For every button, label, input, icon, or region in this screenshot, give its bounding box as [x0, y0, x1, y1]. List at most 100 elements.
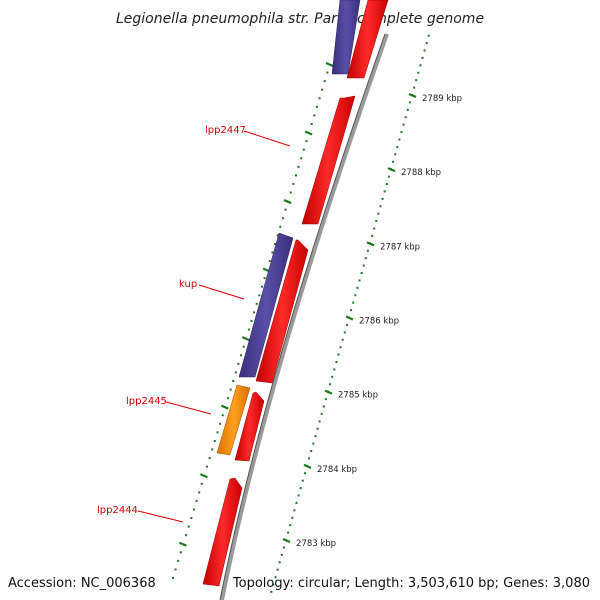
- inner-minor-tick: [174, 568, 177, 571]
- scale-minor-tick: [303, 472, 306, 475]
- scale-minor-tick: [400, 131, 403, 134]
- inner-major-tick: [199, 473, 208, 479]
- inner-minor-tick: [289, 191, 292, 194]
- inner-minor-tick: [221, 414, 224, 417]
- inner-major-tick: [220, 404, 229, 410]
- scale-minor-tick: [366, 249, 369, 252]
- scale-minor-tick: [371, 234, 374, 237]
- scale-minor-tick: [324, 398, 327, 401]
- inner-minor-tick: [242, 345, 245, 348]
- label-connectors: [137, 130, 291, 523]
- inner-minor-tick: [300, 157, 303, 160]
- inner-minor-tick: [229, 388, 232, 391]
- inner-major-tick: [241, 336, 250, 342]
- inner-minor-tick: [318, 97, 321, 100]
- scale-minor-tick: [387, 175, 390, 178]
- gene-lpp2444: [202, 477, 243, 587]
- scale-minor-tick: [373, 227, 376, 230]
- scale-minor-tick: [352, 301, 355, 304]
- inner-minor-tick: [302, 148, 305, 151]
- scale-minor-tick: [270, 590, 273, 593]
- inner-minor-tick: [240, 354, 243, 357]
- scale-minor-tick: [341, 338, 344, 341]
- scale-minor-tick: [291, 516, 294, 519]
- inner-minor-tick: [276, 234, 279, 237]
- scale-label: 2789 kbp: [422, 94, 462, 104]
- scale-label: 2786 kbp: [359, 317, 399, 327]
- scale-minor-tick: [411, 94, 413, 96]
- gene-kup: [238, 232, 294, 378]
- gene-forward-2: [255, 239, 309, 384]
- scale-minor-tick: [282, 546, 285, 549]
- scale-minor-tick: [345, 323, 348, 326]
- scale-minor-tick: [322, 405, 325, 408]
- scale-minor-tick: [289, 524, 292, 527]
- scale-minor-tick: [316, 427, 319, 430]
- scale-minor-tick: [375, 220, 378, 223]
- inner-minor-tick: [208, 457, 211, 460]
- inner-minor-tick: [281, 217, 284, 220]
- scale-minor-tick: [297, 494, 300, 497]
- scale-minor-tick: [327, 390, 329, 393]
- scale-minor-tick: [408, 101, 411, 104]
- inner-minor-tick: [179, 551, 182, 554]
- scale-minor-tick: [394, 153, 397, 156]
- inner-minor-tick: [200, 482, 203, 485]
- scale-minor-tick: [350, 309, 353, 312]
- scale-minor-tick: [333, 368, 336, 371]
- inner-minor-tick: [226, 397, 229, 400]
- scale-minor-tick: [421, 56, 424, 59]
- inner-minor-tick: [255, 302, 258, 305]
- scale-minor-tick: [276, 568, 279, 571]
- scale-minor-tick: [369, 242, 371, 245]
- inner-minor-tick: [172, 577, 174, 579]
- scale-minor-tick: [314, 435, 317, 438]
- scale-minor-tick: [423, 49, 426, 52]
- scale-minor-tick: [293, 509, 296, 512]
- inner-minor-tick: [198, 491, 201, 494]
- scale-minor-tick: [356, 286, 359, 289]
- inner-minor-tick: [247, 328, 250, 331]
- scale-minor-tick: [337, 353, 340, 356]
- inner-minor-tick: [253, 311, 256, 314]
- inner-minor-tick: [326, 71, 329, 74]
- inner-minor-tick: [315, 105, 318, 108]
- accession-text: Accession: NC_006368: [8, 576, 156, 591]
- inner-major-tick: [283, 199, 292, 205]
- inner-minor-tick: [232, 379, 235, 382]
- scale-minor-tick: [404, 116, 407, 119]
- scale-minor-tick: [287, 531, 290, 534]
- inner-minor-tick: [258, 294, 261, 297]
- inner-minor-tick: [192, 508, 195, 511]
- scale-minor-tick: [364, 257, 367, 260]
- inner-minor-tick: [323, 80, 326, 83]
- scale-minor-tick: [362, 264, 365, 267]
- scale-minor-tick: [358, 279, 361, 282]
- scale-minor-tick: [415, 79, 418, 82]
- map-title: Legionella pneumophila str. Paris, compl…: [116, 11, 484, 27]
- scale-minor-tick: [318, 420, 321, 423]
- scale-minor-tick: [339, 346, 342, 349]
- scale-label: 2783 kbp: [296, 539, 336, 549]
- inner-major-tick: [325, 61, 334, 68]
- scale-minor-tick: [272, 583, 275, 586]
- scale-label: 2788 kbp: [401, 168, 441, 178]
- scale-minor-tick: [377, 212, 380, 215]
- scale-minor-tick: [320, 412, 323, 415]
- scale-minor-tick: [398, 138, 401, 141]
- scale-minor-tick: [413, 86, 416, 89]
- inner-minor-tick: [292, 182, 295, 185]
- inner-minor-tick: [284, 208, 287, 211]
- connector-kup: [198, 284, 245, 300]
- topology-text: Topology: circular; Length: 3,503,610 bp…: [232, 576, 590, 591]
- gene-forward-3: [234, 391, 265, 462]
- inner-minor-tick: [195, 499, 198, 502]
- scale-minor-tick: [331, 375, 334, 378]
- scale-minor-tick: [299, 487, 302, 490]
- inner-minor-tick: [263, 277, 266, 280]
- inner-major-tick: [179, 541, 187, 547]
- connector-lpp2444: [137, 510, 184, 523]
- scale-minor-tick: [396, 145, 399, 148]
- inner-minor-tick: [211, 448, 214, 451]
